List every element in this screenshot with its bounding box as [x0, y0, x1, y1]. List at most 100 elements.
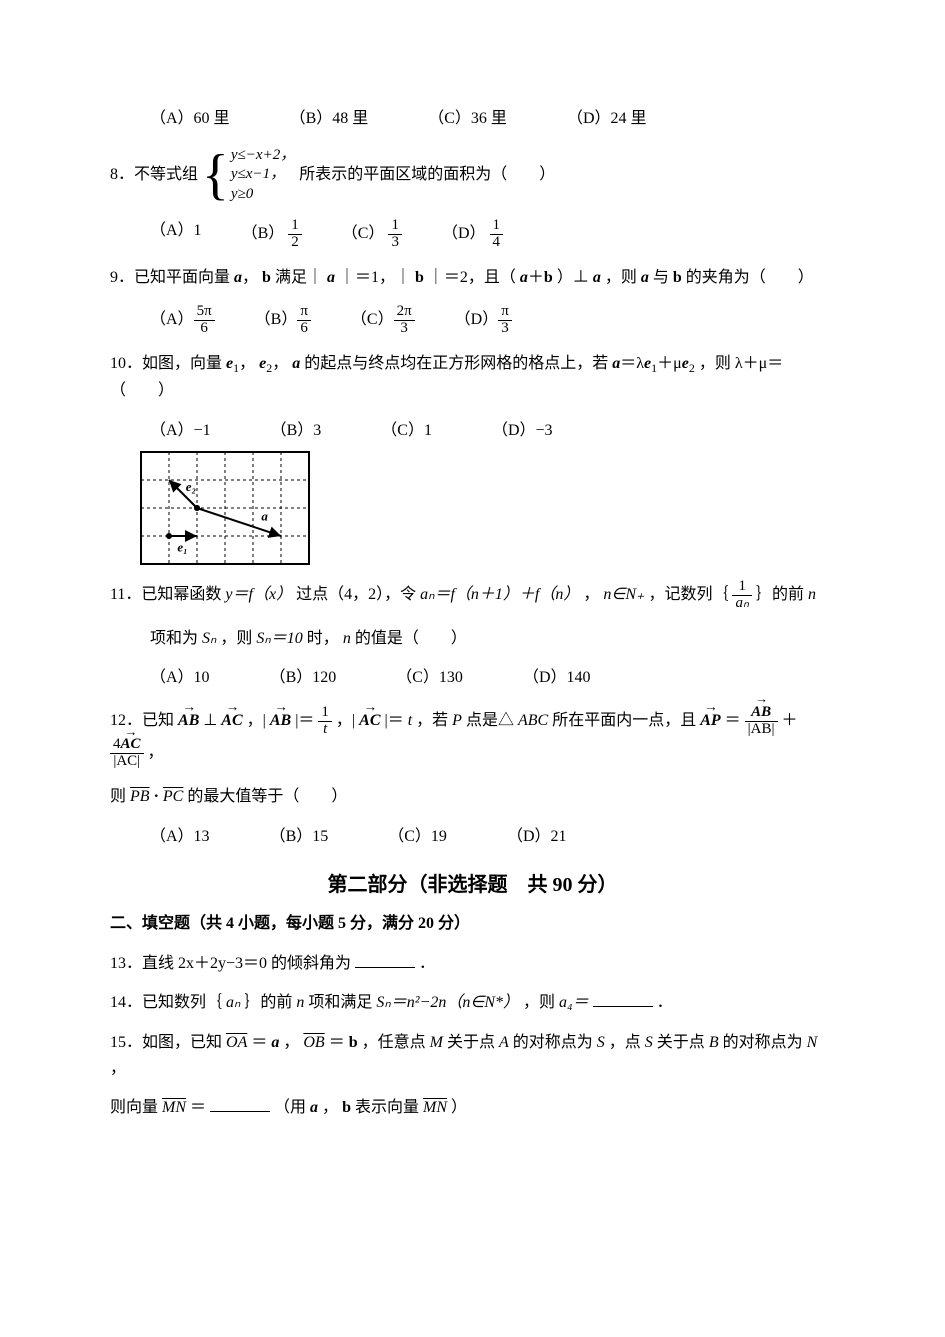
q9-plus: ＋ — [528, 269, 544, 286]
q9-a2: a — [327, 269, 335, 286]
q11-sn: Sₙ — [202, 630, 216, 647]
q12-c1: ，| — [247, 712, 266, 729]
q9-stem-d: ｜＝2，且（ — [428, 269, 516, 286]
q11-l2c: 时， — [307, 630, 339, 647]
q8-sys-l3: y≥0 — [231, 185, 295, 205]
svg-text:e₂: e₂ — [186, 479, 196, 494]
q9-opt-b: （B）π6 — [255, 304, 311, 337]
q12-opt-a: （A）13 — [150, 824, 210, 850]
q9-a5: a — [641, 269, 649, 286]
svg-text:e₁: e₁ — [177, 540, 187, 555]
q9-a3: a — [520, 269, 528, 286]
q8-opt-b: （B） 12 — [242, 218, 302, 251]
q12-t: t — [408, 712, 412, 729]
q15-eqa: ＝ — [251, 1034, 267, 1051]
q15-sf: 关于点 — [657, 1034, 709, 1051]
q12-sc: 点是△ — [466, 712, 514, 729]
q15-a2: a — [310, 1099, 318, 1116]
q14-sc: 项和满足 — [308, 994, 376, 1011]
q10-grid-figure: e₁e₂a — [140, 451, 310, 565]
q12-acm: AC — [359, 708, 380, 734]
q14-sb: ｝的前 — [244, 994, 296, 1011]
q7-opt-a: （A）60 里 — [150, 106, 230, 132]
q8-system: { y≤−x+2， y≤x−1， y≥0 — [202, 146, 295, 205]
q8-c-num: 1 — [388, 218, 402, 235]
q15-B: B — [709, 1034, 719, 1051]
q13-stem: 13．直线 2x＋2y−3＝0 的倾斜角为 — [110, 955, 351, 972]
q15-sd: 的对称点为 — [513, 1034, 597, 1051]
q9-opt-a: （A）5π6 — [150, 304, 215, 337]
exam-page: （A）60 里 （B）48 里 （C）36 里 （D）24 里 8．不等式组 {… — [0, 0, 945, 1195]
q8: 8．不等式组 { y≤−x+2， y≤x−1， y≥0 所表示的平面区域的面积为… — [110, 146, 835, 205]
q8-c-label: （C） — [342, 225, 385, 242]
q8-sys-l1: y≤−x+2， — [231, 146, 295, 166]
q10-opt-c: （C）1 — [381, 418, 432, 444]
q12-eq: ＝ — [725, 712, 741, 729]
q12-opt-d: （D）21 — [507, 824, 567, 850]
q8-opt-d: （D） 14 — [442, 218, 503, 251]
q9-b-lbl: （B） — [255, 311, 298, 328]
q8-d-num: 1 — [490, 218, 504, 235]
q9-d-n: π — [498, 304, 512, 321]
q14-blank — [593, 990, 653, 1007]
q15-l2b: ＝ — [190, 1099, 206, 1116]
q14-n: n — [296, 994, 304, 1011]
q9-b2: b — [415, 269, 424, 286]
q12-ab: AB — [178, 708, 199, 734]
q12-c2: ，| — [336, 712, 355, 729]
q12-f3n: AC — [121, 737, 141, 753]
q10-c1: ， — [239, 355, 255, 372]
q10-c2: ， — [272, 355, 288, 372]
q12-options: （A）13 （B）15 （C）19 （D）21 — [150, 824, 835, 850]
q9-a-n: 5π — [194, 304, 215, 321]
q15-sb: ，任意点 — [362, 1034, 430, 1051]
q9-d-lbl: （D） — [455, 311, 499, 328]
q12-abc: ABC — [518, 712, 548, 729]
q12-f2n: AB — [751, 705, 771, 721]
q12-opt-b: （B）15 — [270, 824, 329, 850]
q15-se: ，点 — [609, 1034, 645, 1051]
q15-m: M — [430, 1034, 443, 1051]
q15-sc: 关于点 — [447, 1034, 499, 1051]
q13: 13．直线 2x＋2y−3＝0 的倾斜角为 ． — [110, 951, 835, 977]
q12-pc: PC — [163, 788, 183, 805]
q8-opt-a: （A）1 — [150, 218, 202, 251]
q9-b-n: π — [297, 304, 311, 321]
q8-b-num: 1 — [288, 218, 302, 235]
q11-l2b: ，则 — [220, 630, 256, 647]
q11-nin: n∈N₊ — [603, 586, 644, 603]
q14-a4: a₄＝ — [559, 994, 589, 1011]
q9-with: 与 — [653, 269, 673, 286]
q9-stem-f: ，则 — [605, 269, 641, 286]
q9-b-d: 6 — [297, 321, 311, 337]
q12-dot: · — [154, 788, 159, 805]
q11-sa: 11．已知幂函数 — [110, 586, 225, 603]
q11-frn: 1 — [732, 579, 751, 596]
q11-se: ｝的前 — [756, 586, 808, 603]
q12-l2b: 的最大值等于（ ） — [187, 788, 347, 805]
q10-plus: ＋μ — [657, 355, 682, 372]
q12-line2: 则 PB · PC 的最大值等于（ ） — [110, 784, 835, 810]
q9-stem-a: 9．已知平面向量 — [110, 269, 234, 286]
q11-sc: ， — [583, 586, 599, 603]
q8-b-label: （B） — [242, 225, 285, 242]
q12-f1d: t — [318, 722, 332, 738]
q9-options: （A）5π6 （B）π6 （C）2π3 （D）π3 — [150, 304, 835, 337]
q10-options: （A）−1 （B）3 （C）1 （D）−3 — [150, 418, 835, 444]
q9-stem-b: 满足｜ — [275, 269, 323, 286]
q12-comma: ， — [148, 744, 164, 761]
q12-m1: |＝ — [295, 712, 314, 729]
q15-c1: ， — [283, 1034, 299, 1051]
q9-b1: b — [262, 269, 271, 286]
q11-opt-c: （C）130 — [396, 665, 463, 691]
fill-header: 二、填空题（共 4 小题，每小题 5 分，满分 20 分） — [110, 911, 835, 937]
q9-a4: a — [593, 269, 601, 286]
q7-opt-b: （B）48 里 — [290, 106, 369, 132]
q15-sa: 15．如图，已知 — [110, 1034, 226, 1051]
q8-d-label: （D） — [442, 225, 486, 242]
q14: 14．已知数列｛ aₙ ｝的前 n 项和满足 Sₙ＝n²−2n（n∈N*） ，则… — [110, 990, 835, 1016]
q11-ni: n — [808, 586, 816, 603]
q9-opt-c: （C）2π3 — [351, 304, 415, 337]
q9-a-d: 6 — [194, 321, 215, 337]
q12-p: P — [452, 712, 462, 729]
